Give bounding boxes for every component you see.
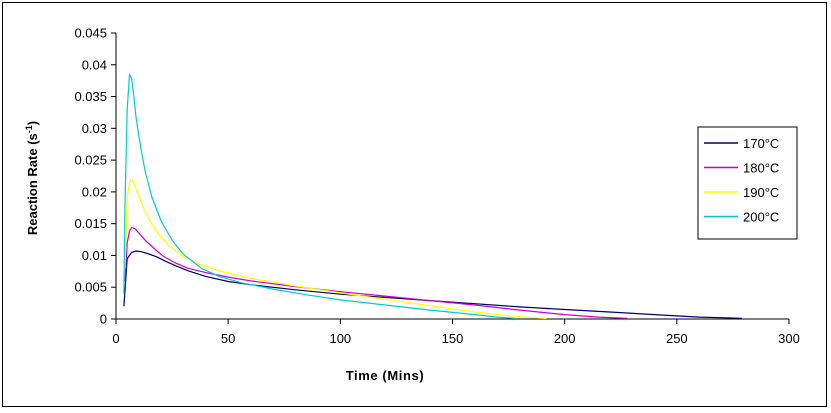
x-tick-label: 100: [329, 331, 351, 346]
x-tick-label: 150: [442, 331, 464, 346]
y-tick-label: 0.045: [74, 26, 107, 41]
x-tick-label: 200: [554, 331, 576, 346]
x-tick-label: 250: [666, 331, 688, 346]
y-tick-label: 0.01: [82, 248, 107, 263]
y-axis-title-main: Reaction Rate (s: [25, 133, 40, 235]
series-line-180C: [124, 226, 628, 319]
series-line-190C: [124, 178, 547, 319]
chart-svg: 0 0.005 0.01 0.015 0.02 0.025 0.03 0.035 0.04 0.0…: [24, 26, 800, 384]
y-axis-title-close: ): [25, 121, 40, 125]
series-line-170C: [123, 250, 742, 319]
legend: 170°C 180°C 190°C 200°C: [697, 126, 798, 240]
legend-label: 170°C: [743, 136, 779, 151]
x-tick-label: 300: [778, 331, 800, 346]
x-tick-label: 0: [112, 331, 119, 346]
y-tick-label: 0.04: [82, 57, 107, 72]
y-tick-label: 0.015: [74, 216, 107, 231]
legend-box: [697, 126, 798, 240]
y-axis-title-sup: -1: [24, 125, 34, 133]
y-tick-label: 0: [100, 312, 107, 327]
y-tick-label: 0.02: [82, 184, 107, 199]
x-axis-title: Time (Mins): [346, 368, 425, 383]
legend-label: 190°C: [743, 185, 779, 200]
plot-series: [123, 73, 742, 319]
x-tick-label: 50: [221, 331, 235, 346]
y-tick-label: 0.005: [74, 280, 107, 295]
series-line-200C: [123, 73, 516, 319]
y-tick-label: 0.035: [74, 89, 107, 104]
y-axis-title: Reaction Rate (s-1): [24, 121, 40, 235]
y-tick-label: 0.025: [74, 153, 107, 168]
chart-frame: 0 0.005 0.01 0.015 0.02 0.025 0.03 0.035 0.04 0.0…: [2, 2, 827, 407]
legend-label: 200°C: [743, 210, 779, 225]
y-tick-label: 0.03: [82, 121, 107, 136]
plot-axes: 0 0.005 0.01 0.015 0.02 0.025 0.03 0.035 0.04 0.0…: [74, 26, 799, 347]
legend-label: 180°C: [743, 161, 779, 176]
